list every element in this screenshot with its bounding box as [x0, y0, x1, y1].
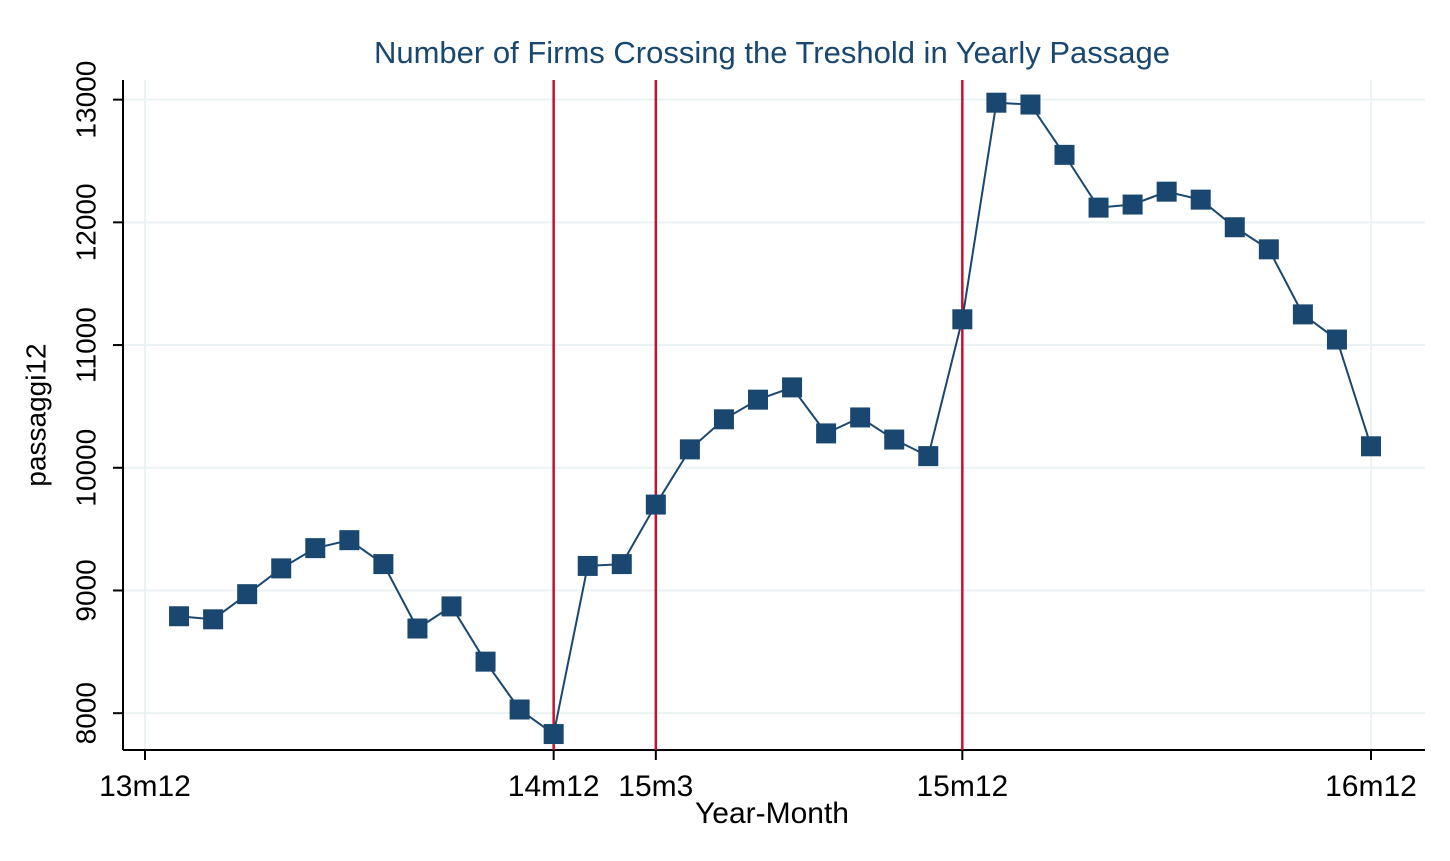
marker [918, 446, 939, 467]
marker [1054, 144, 1075, 165]
marker [986, 92, 1007, 113]
marker [1292, 304, 1313, 325]
marker [169, 606, 190, 627]
y-tick-label: 9000 [70, 559, 101, 621]
marker [1190, 189, 1211, 210]
marker [645, 494, 666, 515]
y-tick-label: 13000 [70, 61, 101, 139]
x-tick-label: 15m3 [618, 770, 693, 803]
marker [679, 439, 700, 460]
marker [441, 596, 462, 617]
marker [475, 651, 496, 672]
marker [509, 699, 530, 720]
marker [1326, 329, 1347, 350]
marker [952, 309, 973, 330]
marker [850, 407, 871, 428]
marker [305, 538, 326, 559]
marker [203, 609, 224, 630]
x-axis-label: Year-Month [695, 797, 849, 830]
y-tick-label: 11000 [70, 307, 101, 383]
marker [407, 618, 428, 639]
x-tick-label: 13m12 [99, 770, 191, 803]
marker [748, 389, 768, 410]
marker [339, 530, 360, 551]
marker [884, 429, 905, 450]
chart-title: Number of Firms Crossing the Treshold in… [374, 35, 1170, 70]
x-tick-label: 16m12 [1325, 770, 1417, 803]
marker [611, 554, 632, 575]
marker [577, 555, 598, 576]
marker [713, 409, 734, 430]
marker [1088, 197, 1109, 218]
marker [543, 724, 564, 745]
marker [1020, 94, 1041, 115]
marker [1122, 194, 1143, 215]
marker [782, 377, 803, 398]
x-tick-label: 14m12 [508, 770, 600, 803]
marker [816, 423, 837, 444]
marker [1361, 436, 1381, 457]
x-tick-label: 15m12 [916, 770, 1008, 803]
y-tick-label: 8000 [70, 682, 101, 744]
marker [237, 584, 258, 605]
marker [373, 554, 394, 575]
marker [1258, 239, 1279, 260]
y-tick-label: 10000 [70, 429, 101, 507]
y-axis-label: passaggi12 [20, 343, 51, 486]
marker [271, 558, 292, 579]
marker [1156, 181, 1177, 202]
y-tick-label: 12000 [70, 183, 101, 261]
marker [1224, 217, 1245, 238]
